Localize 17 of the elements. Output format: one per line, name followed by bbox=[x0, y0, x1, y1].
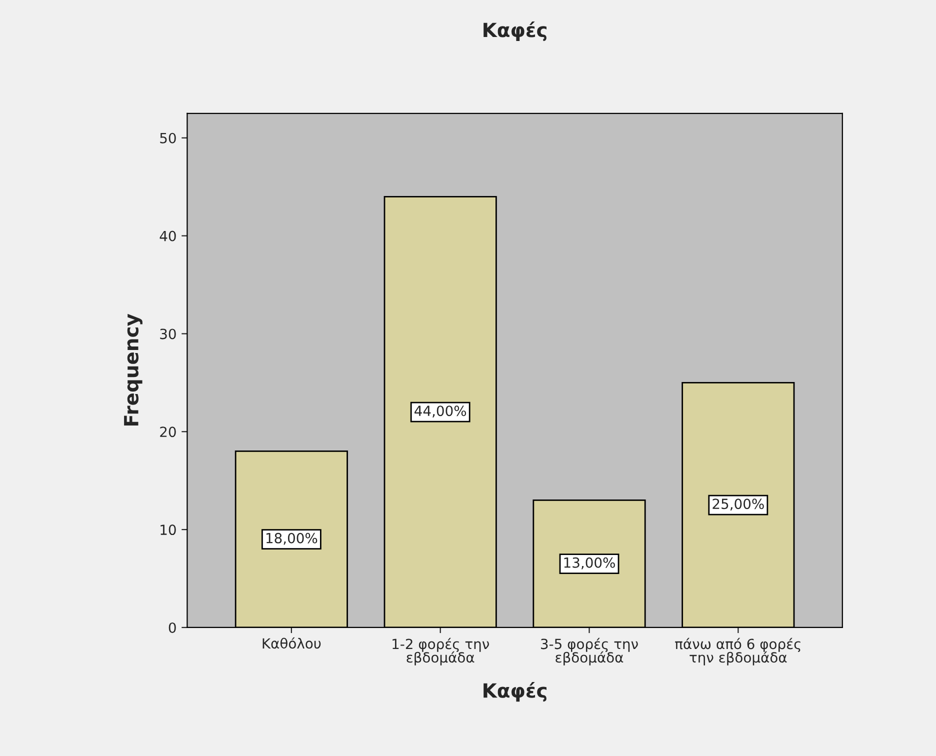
y-axis-title: Frequency bbox=[124, 314, 142, 426]
y-tick-label: 0 bbox=[168, 622, 176, 633]
data-label: 13,00% bbox=[564, 557, 615, 570]
x-tick-label: 1-2 φορές την εβδομάδα bbox=[392, 638, 489, 666]
chart-title: Καφές bbox=[484, 21, 546, 42]
y-tick-label: 20 bbox=[160, 426, 176, 438]
data-label: 44,00% bbox=[414, 406, 466, 418]
x-tick-label: Καθόλου bbox=[262, 637, 321, 649]
x-axis-title: Καφές bbox=[484, 682, 546, 702]
x-tick-label: 3-5 φορές την εβδομάδα bbox=[541, 638, 638, 666]
y-tick-label: 30 bbox=[160, 328, 176, 340]
x-tick-label: πάνω από 6 φορές την εβδομάδα bbox=[675, 638, 800, 666]
y-tick-label: 50 bbox=[160, 132, 176, 144]
data-label: 25,00% bbox=[712, 498, 764, 511]
y-tick-label: 10 bbox=[160, 524, 176, 536]
data-label: 18,00% bbox=[266, 532, 318, 545]
y-tick-label: 40 bbox=[160, 230, 176, 242]
